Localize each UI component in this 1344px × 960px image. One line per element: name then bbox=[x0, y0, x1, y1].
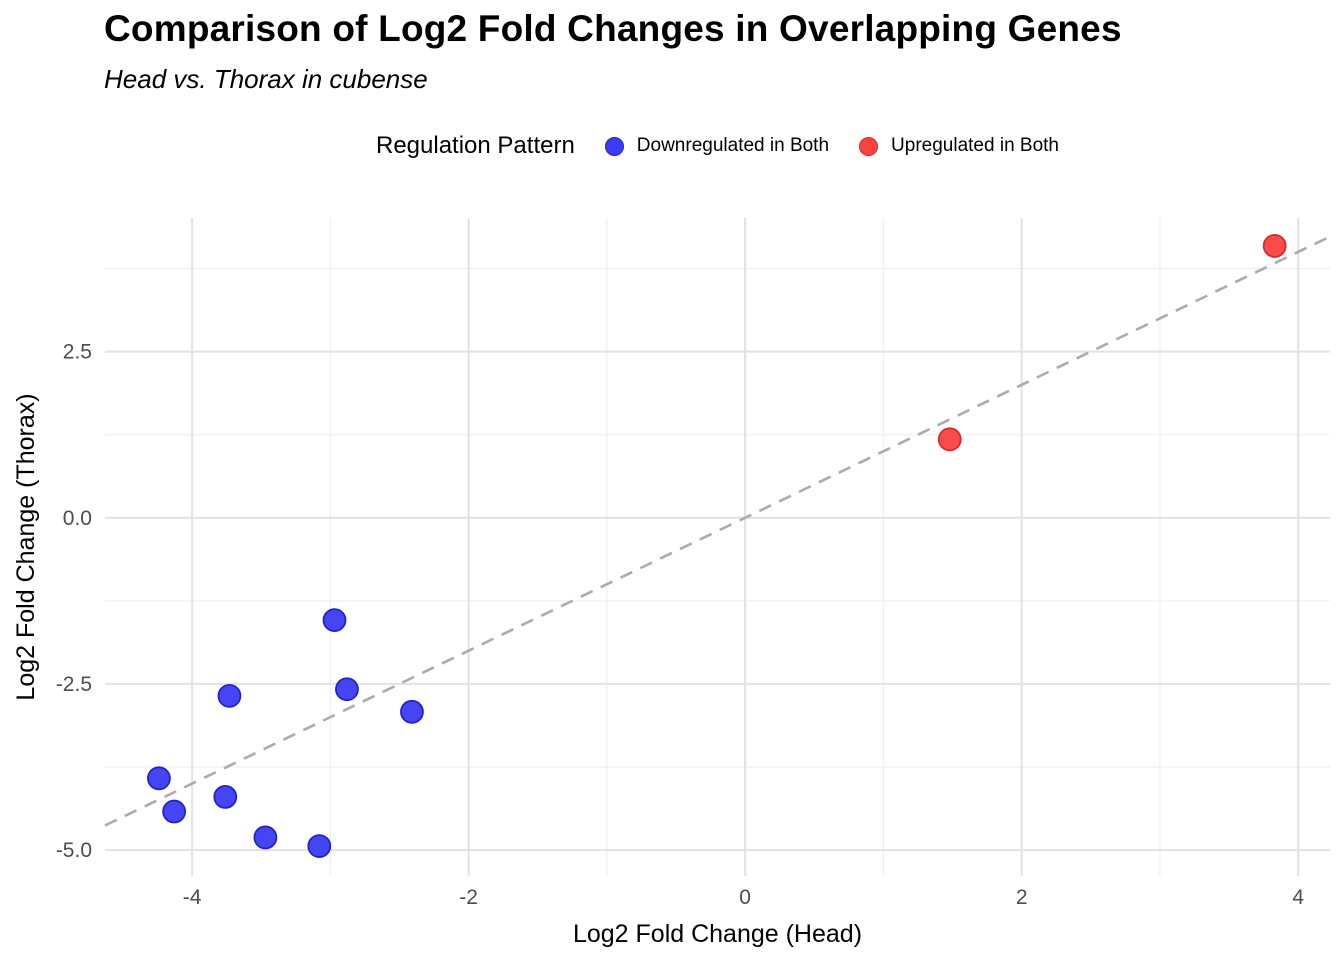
data-point bbox=[213, 785, 238, 809]
y-tick-label: -5.0 bbox=[56, 839, 92, 862]
data-point bbox=[937, 427, 962, 452]
data-point bbox=[307, 834, 332, 858]
data-point bbox=[322, 608, 347, 633]
data-point bbox=[217, 683, 242, 708]
x-tick-label: 2 bbox=[1016, 886, 1028, 909]
data-point bbox=[162, 799, 187, 824]
x-tick-label: 0 bbox=[739, 886, 751, 909]
x-axis-title: Log2 Fold Change (Head) bbox=[573, 920, 862, 948]
y-tick-label: 0.0 bbox=[63, 507, 92, 530]
legend-entry: Upregulated in Both bbox=[859, 135, 1059, 157]
data-point bbox=[335, 677, 359, 702]
y-tick-label: 2.5 bbox=[63, 341, 92, 364]
legend: Regulation Pattern Downregulated in Both… bbox=[105, 132, 1330, 160]
legend-entry: Downregulated in Both bbox=[604, 135, 830, 157]
data-point bbox=[147, 766, 171, 791]
legend-label: Downregulated in Both bbox=[636, 135, 830, 156]
identity-reference-line bbox=[104, 235, 1331, 827]
legend-title: Regulation Pattern bbox=[376, 132, 575, 159]
legend-key-dot-icon bbox=[604, 136, 624, 156]
y-axis-title: Log2 Fold Change (Thorax) bbox=[12, 393, 40, 700]
x-tick-label: -2 bbox=[459, 886, 478, 909]
x-tick-label: -4 bbox=[183, 886, 202, 909]
x-tick-label: 4 bbox=[1292, 886, 1304, 909]
y-tick-label: -2.5 bbox=[56, 673, 92, 696]
chart-subtitle: Head vs. Thorax in cubense bbox=[104, 64, 428, 94]
data-point bbox=[1262, 234, 1287, 258]
legend-key-dot-icon bbox=[859, 136, 879, 156]
data-point bbox=[253, 825, 278, 850]
legend-label: Upregulated in Both bbox=[891, 135, 1059, 156]
data-point bbox=[400, 699, 424, 724]
chart-title: Comparison of Log2 Fold Changes in Overl… bbox=[104, 8, 1122, 49]
